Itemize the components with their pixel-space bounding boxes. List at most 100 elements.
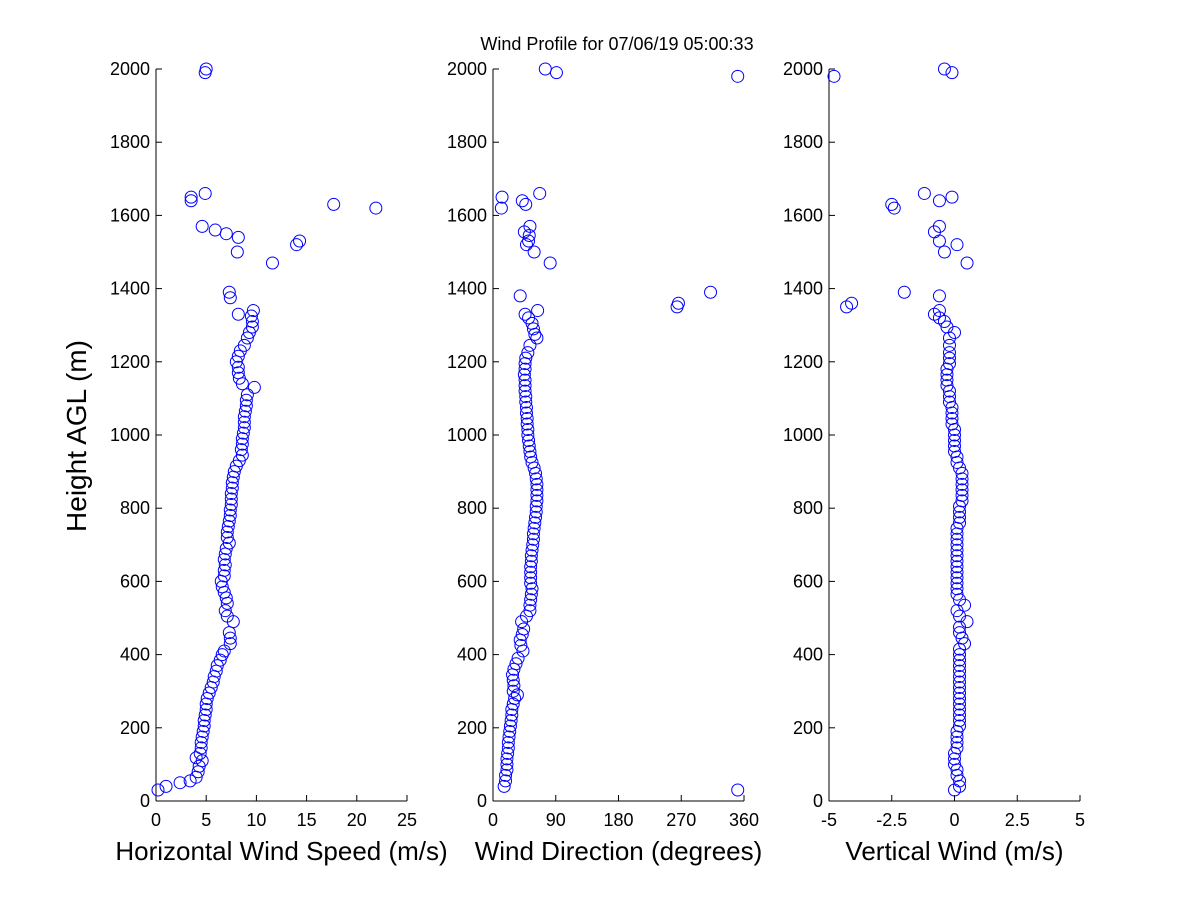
data-point	[523, 444, 537, 458]
data-point	[246, 304, 260, 318]
data-point	[194, 735, 208, 749]
data-point	[522, 311, 536, 325]
data-point	[495, 190, 509, 204]
data-point	[230, 245, 244, 259]
data-point	[953, 675, 967, 689]
data-point	[932, 194, 946, 208]
data-point	[518, 373, 532, 387]
data-point	[500, 757, 514, 771]
data-point	[239, 399, 253, 413]
data-point	[522, 433, 536, 447]
data-point	[522, 234, 536, 248]
data-point	[265, 256, 279, 270]
data-point	[526, 322, 540, 336]
data-point	[845, 296, 859, 310]
data-point	[953, 609, 967, 623]
data-point	[238, 404, 252, 418]
data-point	[522, 439, 536, 453]
data-point	[950, 571, 964, 585]
y-tick-label: 1200	[783, 352, 823, 372]
data-point	[950, 538, 964, 552]
data-point	[937, 62, 951, 76]
panel-2: 0 200 400 600 800 1000 1200 1400 1600 1800 2000 0 90…	[447, 59, 762, 866]
data-point	[223, 291, 237, 305]
data-point	[533, 186, 547, 200]
x-tick-label: 0	[949, 810, 959, 830]
data-point	[519, 390, 533, 404]
data-point	[239, 393, 253, 407]
x-tick-label: 10	[246, 810, 266, 830]
data-point	[950, 565, 964, 579]
data-point	[515, 194, 529, 208]
data-point	[519, 351, 533, 365]
data-point	[327, 197, 341, 211]
data-point	[240, 331, 254, 345]
y-tick-label: 400	[120, 645, 150, 665]
data-point	[198, 186, 212, 200]
x-tick-label: 270	[666, 810, 696, 830]
data-point	[518, 379, 532, 393]
data-point	[525, 582, 539, 596]
data-point	[960, 256, 974, 270]
data-point	[955, 466, 969, 480]
data-point	[218, 604, 232, 618]
data-point	[526, 527, 540, 541]
panel-3: 0 200 400 600 800 1000 1200 1400 1600 1800 2000 -5 -…	[783, 59, 1085, 866]
data-point	[950, 560, 964, 574]
data-point	[234, 443, 248, 457]
data-point	[499, 774, 513, 788]
x-axis-label: Horizontal Wind Speed (m/s)	[115, 836, 447, 866]
data-point	[519, 395, 533, 409]
data-point	[529, 472, 543, 486]
data-point	[247, 380, 261, 394]
data-point	[244, 309, 258, 323]
data-point	[514, 638, 528, 652]
x-tick-label: 5	[1075, 810, 1085, 830]
data-point	[937, 245, 951, 259]
x-tick-label: 180	[603, 810, 633, 830]
y-tick-label: 400	[793, 645, 823, 665]
data-point	[942, 338, 956, 352]
panel-1: 0 200 400 600 800 1000 1200 1400 1600 1800 2000 0 5 1…	[110, 59, 448, 866]
data-point	[518, 384, 532, 398]
data-point	[519, 197, 533, 211]
data-point	[953, 681, 967, 695]
x-tick-label: 0	[151, 810, 161, 830]
data-point	[506, 684, 520, 698]
data-point	[197, 713, 211, 727]
data-point	[917, 186, 931, 200]
data-point	[932, 289, 946, 303]
y-tick-label: 1000	[110, 425, 150, 445]
data-point	[213, 653, 227, 667]
data-point	[955, 483, 969, 497]
data-point	[953, 648, 967, 662]
data-point	[220, 609, 234, 623]
data-point	[950, 587, 964, 601]
x-tick-label: 25	[397, 810, 417, 830]
y-tick-label: 1800	[783, 132, 823, 152]
data-point	[527, 245, 541, 259]
data-point	[217, 563, 231, 577]
data-point	[524, 571, 538, 585]
data-point	[523, 219, 537, 233]
data-point	[225, 481, 239, 495]
data-point	[524, 560, 538, 574]
data-point	[494, 201, 508, 215]
data-point	[236, 426, 250, 440]
data-point	[222, 514, 236, 528]
y-tick-label: 2000	[110, 59, 150, 79]
data-point	[208, 223, 222, 237]
y-tick-label: 1000	[783, 425, 823, 445]
data-point	[184, 194, 198, 208]
y-tick-label: 1400	[783, 279, 823, 299]
y-tick-label: 200	[120, 718, 150, 738]
data-point	[953, 670, 967, 684]
data-point	[510, 688, 524, 702]
y-tick-label: 800	[457, 498, 487, 518]
data-point	[948, 757, 961, 771]
data-point	[519, 401, 533, 415]
data-point	[524, 593, 538, 607]
data-point	[948, 439, 961, 453]
data-point	[953, 703, 967, 716]
